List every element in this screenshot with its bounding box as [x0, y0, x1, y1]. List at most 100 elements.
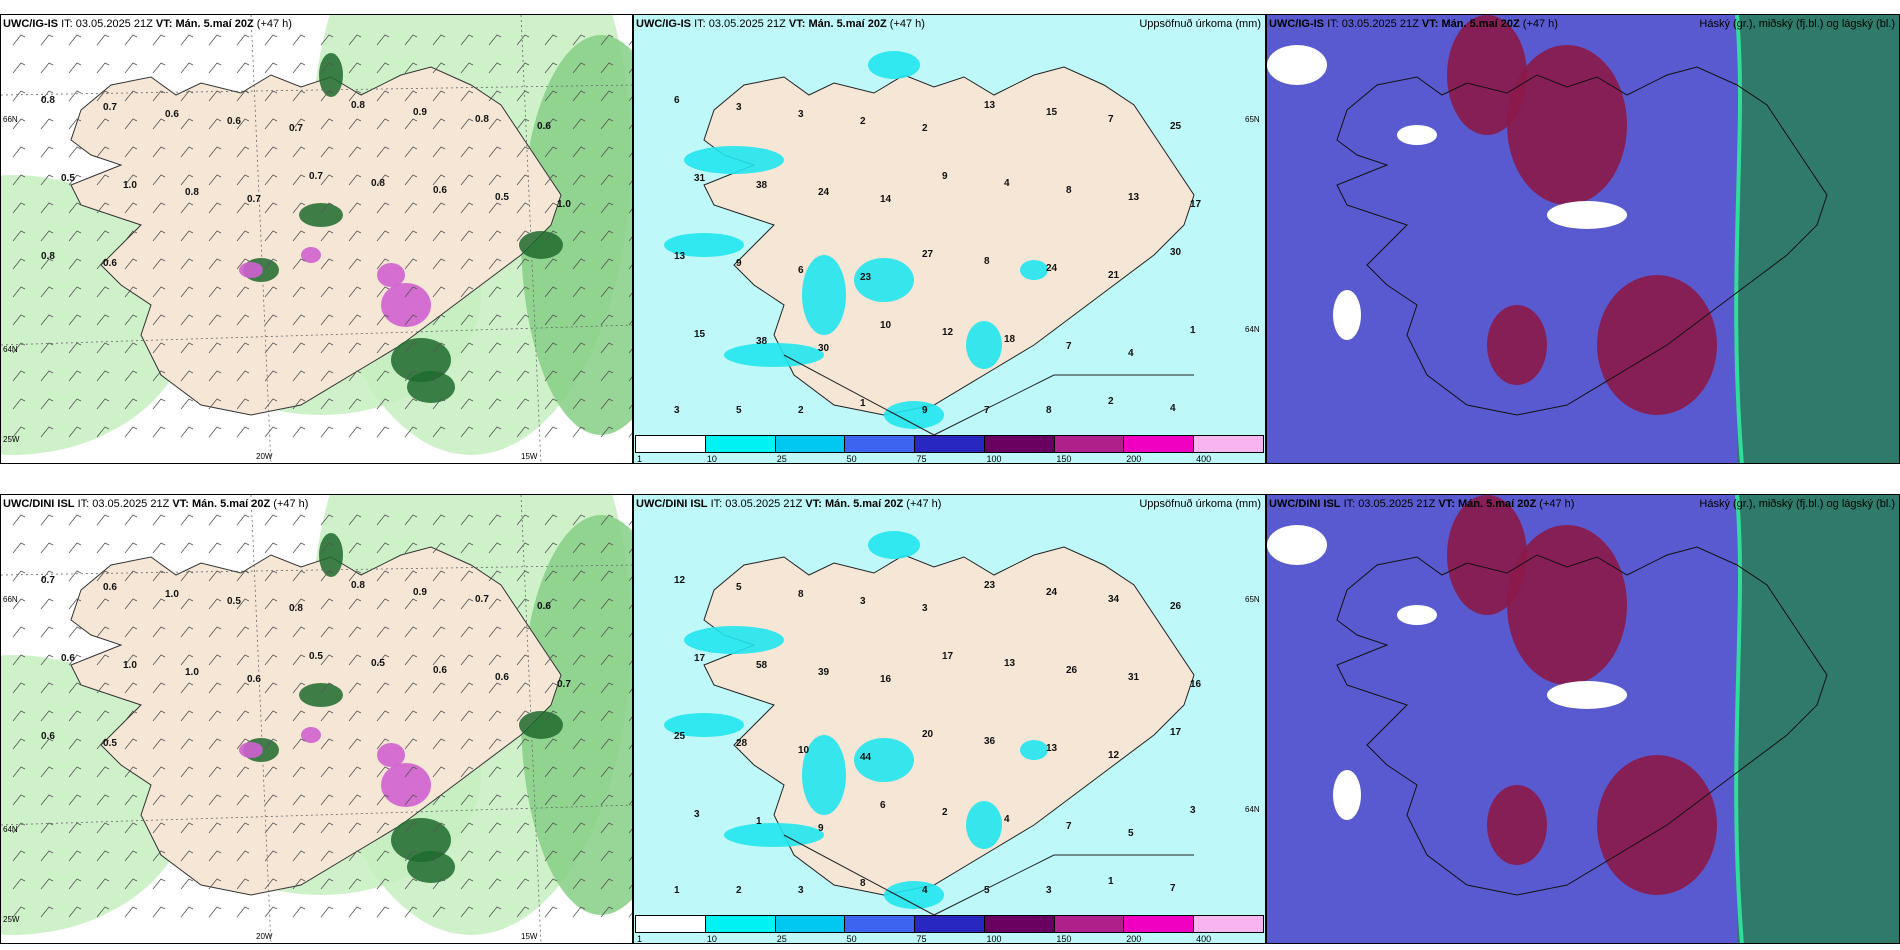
vt-label: VT: — [1421, 18, 1439, 30]
precip-zone — [868, 51, 920, 79]
wind-cell — [407, 371, 455, 403]
clear-sky-area — [1267, 45, 1327, 85]
panel-right-title: Uppsöfnuð úrkoma (mm) — [1139, 18, 1261, 30]
value-label: 20 — [922, 729, 934, 740]
wind-barbs — [12, 514, 632, 918]
value-label: 34 — [1108, 594, 1120, 605]
colorbar-tick: 200 — [1126, 934, 1142, 944]
panel-header: UWC/DINI ISL IT: 03.05.2025 21Z VT: Mán.… — [1269, 498, 1574, 510]
precip-map-svg — [634, 495, 1265, 943]
it-value: 03.05.2025 21Z — [75, 18, 153, 30]
value-label: 0.7 — [103, 102, 117, 113]
gust-cell — [381, 763, 431, 807]
colorbar-segment — [1194, 436, 1264, 452]
clear-sky-area — [1267, 525, 1327, 565]
gust-cell — [381, 283, 431, 327]
value-label: 0.6 — [537, 601, 551, 612]
vt-value: Mán. 5.maí 20Z — [1457, 498, 1537, 510]
value-label: 2 — [942, 807, 948, 818]
model-name: UWC/DINI ISL — [1269, 498, 1341, 510]
value-label: 7 — [1066, 821, 1072, 832]
value-label: 0.8 — [185, 187, 199, 198]
colorbar-segment — [1194, 916, 1264, 932]
value-label: 2 — [1108, 396, 1114, 407]
precip-zone — [684, 146, 784, 174]
colorbar-segment — [636, 436, 706, 452]
wind-map-svg — [1, 495, 632, 943]
value-label: 3 — [674, 405, 680, 416]
value-label: 23 — [860, 272, 872, 283]
value-label: 0.7 — [475, 594, 489, 605]
mid-cloud-area — [1447, 15, 1527, 135]
value-label: 27 — [922, 249, 934, 260]
value-label: 21 — [1108, 270, 1120, 281]
model-name: UWC/IG-IS — [636, 18, 691, 30]
colorbar-segment — [775, 916, 846, 932]
coast-contour — [783, 354, 1194, 436]
lead-time: (+47 h) — [889, 18, 925, 30]
value-label: 17 — [694, 653, 706, 664]
clear-sky-area — [1397, 605, 1437, 625]
colorbar-tick: 150 — [1056, 934, 1072, 944]
value-label: 3 — [922, 603, 928, 614]
high-cloud-band — [1737, 15, 1899, 463]
wind-cell — [407, 851, 455, 883]
precip-zone — [854, 738, 914, 782]
colorbar-strip — [635, 435, 1264, 453]
value-label: 0.8 — [371, 178, 385, 189]
vt-value: Mán. 5.maí 20Z — [824, 498, 904, 510]
value-label: 6 — [798, 265, 804, 276]
model-name: UWC/IG-IS — [3, 18, 58, 30]
colorbar-tick: 100 — [986, 934, 1002, 944]
value-label: 8 — [798, 589, 804, 600]
value-label: 2 — [736, 885, 742, 896]
colorbar-tick: 10 — [706, 454, 717, 464]
value-label: 3 — [694, 809, 700, 820]
value-label: 17 — [942, 651, 954, 662]
model-name: UWC/IG-IS — [1269, 18, 1324, 30]
value-label: 9 — [922, 405, 928, 416]
value-label: 7 — [984, 405, 990, 416]
value-label: 0.6 — [41, 731, 55, 742]
value-label: 0.6 — [103, 582, 117, 593]
value-label: 0.5 — [227, 596, 241, 607]
mid-cloud-area — [1507, 525, 1627, 685]
precip-zone — [724, 823, 824, 847]
value-label: 0.6 — [433, 665, 447, 676]
value-label: 4 — [1004, 178, 1010, 189]
value-label: 0.8 — [289, 603, 303, 614]
colorbar-segment — [984, 436, 1055, 452]
value-label: 26 — [1066, 665, 1078, 676]
it-label: IT: — [1327, 18, 1339, 30]
value-label: 5 — [736, 405, 742, 416]
colorbar-tick: 100 — [986, 454, 1002, 464]
value-label: 6 — [674, 95, 680, 106]
value-label: 13 — [674, 251, 686, 262]
panel-right-title: Uppsöfnuð úrkoma (mm) — [1139, 498, 1261, 510]
value-label: 8 — [984, 256, 990, 267]
value-label: 26 — [1170, 601, 1182, 612]
value-label: 3 — [860, 596, 866, 607]
colorbar-tick: 1 — [637, 934, 643, 944]
precip-zone — [664, 713, 744, 737]
value-label: 1.0 — [123, 180, 137, 191]
precip-zone — [724, 343, 824, 367]
vt-value: Mán. 5.maí 20Z — [1441, 18, 1520, 30]
high-cloud-band — [1737, 495, 1899, 943]
wind-cell — [299, 203, 343, 227]
value-label: 0.9 — [413, 587, 427, 598]
value-label: 6 — [880, 800, 886, 811]
colorbar-segment — [915, 916, 985, 932]
value-label: 24 — [1046, 587, 1058, 598]
cloud-map-svg — [1267, 495, 1899, 943]
value-label: 0.8 — [351, 580, 365, 591]
vt-label: VT: — [155, 18, 173, 30]
wind-cell — [319, 53, 343, 97]
precip-zone — [1020, 260, 1048, 280]
axis-label-y2: 64N — [1245, 805, 1260, 814]
it-value: 03.05.2025 21Z — [1358, 498, 1436, 510]
value-label: 12 — [1108, 750, 1120, 761]
map-panel-cloud-top: UWC/IG-IS IT: 03.05.2025 21Z VT: Mán. 5.… — [1266, 14, 1900, 464]
gust-cell — [239, 262, 263, 278]
value-label: 5 — [1128, 828, 1134, 839]
